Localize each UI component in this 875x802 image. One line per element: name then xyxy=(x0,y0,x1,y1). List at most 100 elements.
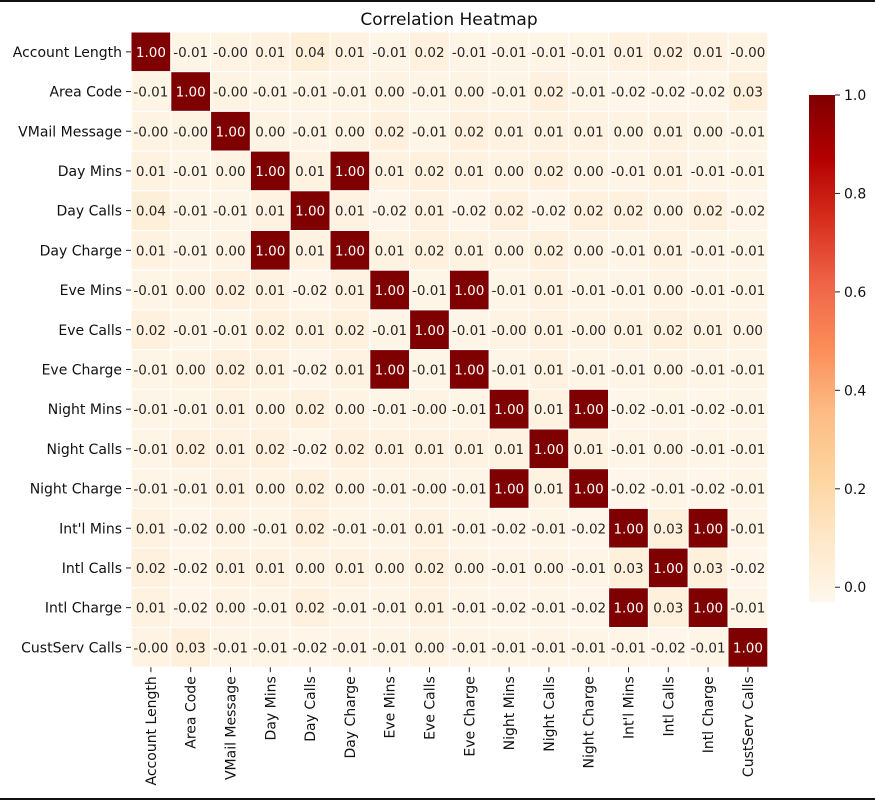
heatmap-cell xyxy=(568,468,610,509)
cell-value-label: 0.01 xyxy=(534,124,564,140)
cell-value-label: 0.02 xyxy=(574,204,604,220)
cell-value-label: 0.02 xyxy=(295,601,325,617)
heatmap-cell xyxy=(488,190,530,232)
heatmap-cell xyxy=(647,349,689,390)
cell-value-label: -0.02 xyxy=(651,640,686,656)
x-tick-label: Intl Calls xyxy=(661,676,677,736)
cell-value-label: 0.01 xyxy=(693,45,723,61)
heatmap-cell xyxy=(170,269,212,311)
cell-value-label: 0.02 xyxy=(414,164,444,180)
heatmap-cell xyxy=(249,547,291,589)
heatmap-cell xyxy=(170,507,212,549)
cell-value-label: 0.02 xyxy=(534,243,564,259)
cell-value-label: -0.02 xyxy=(173,601,208,617)
y-tick-label: VMail Message xyxy=(18,124,122,140)
cell-value-label: 0.01 xyxy=(255,283,285,299)
cell-value-label: -0.01 xyxy=(253,521,288,537)
heatmap-cell xyxy=(528,150,570,192)
heatmap-cell xyxy=(608,587,649,628)
cell-value-label: -0.01 xyxy=(730,402,765,418)
cell-value-label: -0.01 xyxy=(293,124,328,140)
heatmap-cell xyxy=(409,269,450,311)
colorbar-tick-label: 0.6 xyxy=(844,285,866,301)
heatmap-cell xyxy=(687,507,729,549)
cell-value-label: -0.01 xyxy=(492,85,527,101)
heatmap-cell xyxy=(329,71,371,112)
cell-value-label: 0.00 xyxy=(414,640,444,656)
heatmap-cell xyxy=(409,110,450,152)
cell-value-label: -0.01 xyxy=(412,124,447,140)
heatmap-cell xyxy=(647,547,689,589)
cell-value-label: -0.01 xyxy=(452,45,487,61)
heatmap-cell xyxy=(448,269,490,311)
heatmap-cell xyxy=(608,190,649,232)
cell-value-label: 1.00 xyxy=(613,521,643,537)
cell-value-label: -0.01 xyxy=(372,482,407,498)
cell-value-label: -0.01 xyxy=(730,362,765,378)
heatmap-cell xyxy=(448,190,490,232)
cell-value-label: -0.00 xyxy=(571,323,606,339)
cell-value-label: -0.01 xyxy=(571,640,606,656)
cell-value-label: -0.02 xyxy=(691,85,726,101)
cell-value-label: 0.03 xyxy=(613,561,643,577)
cell-value-label: 0.00 xyxy=(255,482,285,498)
cell-value-label: 0.01 xyxy=(335,204,365,220)
cell-value-label: -0.01 xyxy=(372,521,407,537)
cell-value-label: -0.01 xyxy=(691,283,726,299)
heatmap-cell xyxy=(727,190,769,232)
cell-value-label: -0.02 xyxy=(611,482,646,498)
cell-value-label: -0.01 xyxy=(691,243,726,259)
cell-value-label: 0.03 xyxy=(733,85,763,101)
cell-value-label: -0.01 xyxy=(452,323,487,339)
cell-value-label: 0.01 xyxy=(613,45,643,61)
heatmap-cell xyxy=(727,269,769,311)
cell-value-label: 0.00 xyxy=(653,204,683,220)
cell-value-label: -0.00 xyxy=(173,124,208,140)
cell-value-label: -0.01 xyxy=(730,601,765,617)
cell-value-label: 0.01 xyxy=(255,561,285,577)
cell-value-label: -0.01 xyxy=(213,204,248,220)
heatmap-cell xyxy=(528,627,570,668)
cell-value-label: -0.01 xyxy=(253,601,288,617)
heatmap-cell xyxy=(608,110,649,152)
x-tick-label: Eve Mins xyxy=(383,676,399,738)
heatmap-cell xyxy=(210,71,251,112)
cell-value-label: 0.00 xyxy=(613,124,643,140)
cell-value-label: 0.01 xyxy=(375,164,405,180)
cell-value-label: 0.01 xyxy=(454,442,484,458)
cell-value-label: -0.01 xyxy=(332,521,367,537)
heatmap-cell xyxy=(727,309,769,351)
cell-value-label: 0.01 xyxy=(534,362,564,378)
cell-value-label: -0.02 xyxy=(293,362,328,378)
heatmap-cell xyxy=(289,388,331,430)
cell-value-label: -0.00 xyxy=(730,45,765,61)
cell-value-label: 0.01 xyxy=(653,164,683,180)
heatmap-cell xyxy=(130,150,172,192)
heatmap-cell xyxy=(488,309,530,351)
cell-value-label: 0.01 xyxy=(574,442,604,458)
cell-value-label: -0.01 xyxy=(492,640,527,656)
heatmap-cell xyxy=(409,587,450,628)
cell-value-label: 0.01 xyxy=(414,204,444,220)
cell-value-label: -0.02 xyxy=(691,482,726,498)
cell-value-label: -0.01 xyxy=(213,323,248,339)
heatmap-cell xyxy=(210,349,251,390)
cell-value-label: -0.01 xyxy=(452,601,487,617)
cell-value-label: -0.01 xyxy=(412,85,447,101)
cell-value-label: 0.00 xyxy=(454,85,484,101)
x-tick-label: VMail Message xyxy=(224,676,240,780)
colorbar-tick-label: 1.0 xyxy=(844,88,866,104)
x-tick-label: Day Charge xyxy=(343,676,359,758)
cell-value-label: -0.01 xyxy=(730,283,765,299)
cell-value-label: -0.01 xyxy=(571,283,606,299)
cell-value-label: -0.02 xyxy=(571,601,606,617)
cell-value-label: 1.00 xyxy=(613,601,643,617)
cell-value-label: 0.00 xyxy=(335,402,365,418)
cell-value-label: 0.00 xyxy=(653,362,683,378)
heatmap-cell xyxy=(210,388,251,430)
cell-value-label: 1.00 xyxy=(295,204,325,220)
heatmap-cell xyxy=(568,190,610,232)
heatmap-cell xyxy=(608,428,649,470)
heatmap-cell xyxy=(448,627,490,668)
cell-value-label: 0.02 xyxy=(534,164,564,180)
